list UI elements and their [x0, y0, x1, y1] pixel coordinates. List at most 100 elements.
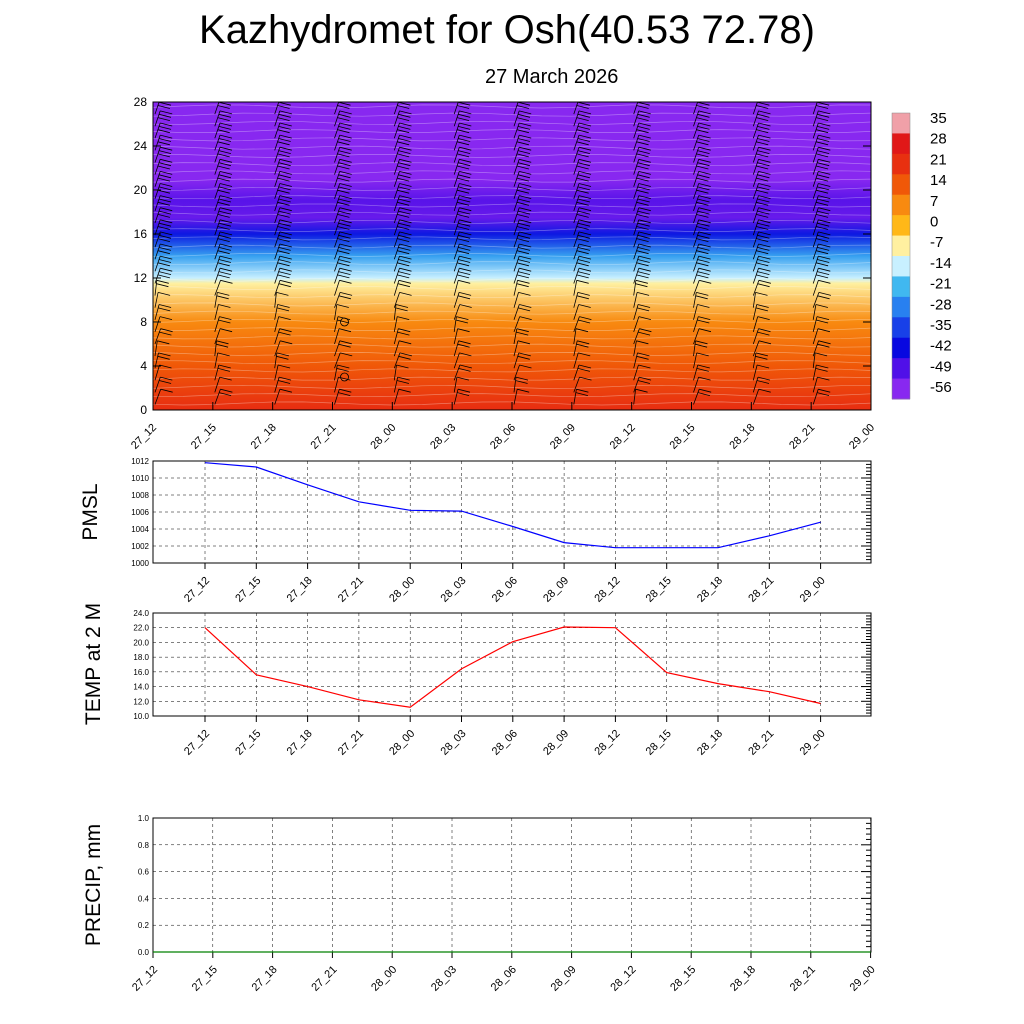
wind-barb-flag	[217, 214, 230, 218]
wind-barb-flag	[397, 316, 410, 320]
wind-barb-flag	[160, 243, 173, 248]
wind-barb-flag	[338, 126, 351, 130]
wind-barb-flag	[516, 331, 529, 336]
wind-barb-flag	[758, 388, 771, 393]
wind-barb-flag	[576, 262, 589, 267]
wind-barb-flag	[636, 177, 649, 182]
wind-barb-flag	[395, 307, 408, 312]
wind-barb-flag	[220, 279, 233, 284]
wind-barb-staff	[393, 389, 400, 405]
wind-barb-flag	[816, 129, 829, 134]
wind-barb-flag	[517, 174, 531, 179]
y-tick-label: 0.4	[138, 894, 150, 903]
wind-barb-flag	[158, 247, 172, 251]
wind-barb-flag	[756, 177, 769, 182]
x-tick-label: 29_00	[798, 728, 828, 758]
wind-barb-staff	[812, 243, 819, 260]
wind-barb-flag	[459, 183, 472, 187]
x-tick-label: 28_15	[644, 575, 674, 605]
wind-barb-staff	[693, 316, 699, 333]
wind-barb-staff	[812, 364, 817, 381]
wind-barb-staff	[573, 280, 578, 296]
x-tick-label: 28_03	[428, 422, 458, 452]
wind-barb-flag	[578, 231, 592, 236]
wind-barb-flag	[278, 316, 291, 320]
wind-barb-staff	[453, 340, 459, 357]
wind-barb-flag	[338, 174, 351, 179]
wind-barb-staff	[274, 340, 281, 357]
wind-barb-flag	[517, 259, 531, 263]
wind-barb-flag	[699, 279, 712, 284]
wind-barb-flag	[278, 126, 291, 130]
wind-barb-flag	[337, 364, 350, 369]
wind-barb-flag	[217, 141, 230, 146]
wind-barb-flag	[337, 165, 350, 170]
isotherm	[153, 269, 871, 274]
wind-barb-flag	[876, 317, 888, 320]
x-tick-label: 27_18	[285, 728, 315, 758]
wind-barb-flag	[157, 201, 170, 206]
wind-barb-flag	[457, 295, 471, 300]
wind-barb-flag	[459, 304, 472, 308]
wind-barb-staff	[274, 316, 280, 333]
wind-barb-flag	[339, 279, 352, 284]
wind-barb-staff	[453, 195, 460, 212]
wind-barb-staff	[693, 268, 700, 284]
wind-barb-staff	[873, 244, 878, 259]
wind-barb-staff	[752, 280, 760, 296]
wind-barb-flag	[636, 238, 649, 242]
wind-barb-flag	[698, 146, 711, 151]
wind-barb-staff	[214, 376, 221, 393]
y-tick-label: 18.0	[133, 653, 149, 662]
wind-barb-staff	[453, 159, 460, 175]
wind-barb-flag	[278, 364, 291, 369]
x-tick-label: 28_03	[429, 964, 459, 994]
wind-barb-flag	[816, 201, 829, 206]
wind-barb-staff	[812, 352, 816, 369]
wind-barb-flag	[458, 279, 471, 284]
isotherm	[153, 318, 871, 323]
wind-barb-flag	[817, 138, 830, 142]
wind-barb-staff	[393, 316, 398, 332]
wind-barb-flag	[756, 274, 769, 279]
wind-barb-staff	[154, 376, 161, 393]
wind-barb-flag	[757, 283, 770, 288]
wind-barb-flag	[697, 234, 710, 239]
wind-barb-flag	[638, 158, 651, 163]
wind-barb-flag	[278, 113, 291, 118]
isotherm	[153, 112, 871, 117]
wind-barb-staff	[334, 304, 338, 320]
wind-barb-flag	[279, 376, 292, 381]
isotherm	[153, 253, 871, 257]
wind-barb-staff	[154, 328, 161, 345]
wind-barb-flag	[517, 388, 530, 393]
isotherm	[153, 120, 871, 125]
wind-barb-flag	[877, 211, 889, 214]
wind-barb-flag	[459, 267, 472, 272]
wind-barb-staff	[693, 340, 696, 357]
wind-barb-staff	[513, 147, 520, 163]
isotherm	[153, 228, 871, 232]
wind-barb-staff	[873, 232, 878, 247]
isotherm	[153, 211, 871, 216]
x-tick-label: 28_00	[368, 422, 398, 452]
wind-barb-flag	[577, 138, 590, 142]
x-tick-label: 28_15	[644, 728, 674, 758]
wind-barb-flag	[818, 388, 831, 393]
wind-barb-flag	[817, 328, 830, 333]
wind-barb-flag	[337, 153, 350, 158]
wind-barb-flag	[698, 134, 711, 139]
wind-barb-flag	[397, 129, 410, 134]
wind-barb-flag	[217, 177, 230, 182]
x-tick-label: 27_12	[130, 964, 160, 994]
colorbar-label: 14	[930, 172, 947, 189]
wind-barb-flag	[637, 234, 650, 239]
isotherm	[153, 294, 871, 299]
wind-barb-staff	[453, 364, 461, 381]
wind-barb-staff	[573, 110, 580, 127]
wind-barb-staff	[214, 183, 221, 199]
wind-barb-staff	[154, 255, 161, 272]
pmsl-panel: 1000 1002 1004 1006 1008 1010 1012 27_12 27_15 27…	[79, 457, 872, 605]
wind-barb-flag	[459, 243, 472, 248]
wind-barb-staff	[393, 122, 400, 139]
